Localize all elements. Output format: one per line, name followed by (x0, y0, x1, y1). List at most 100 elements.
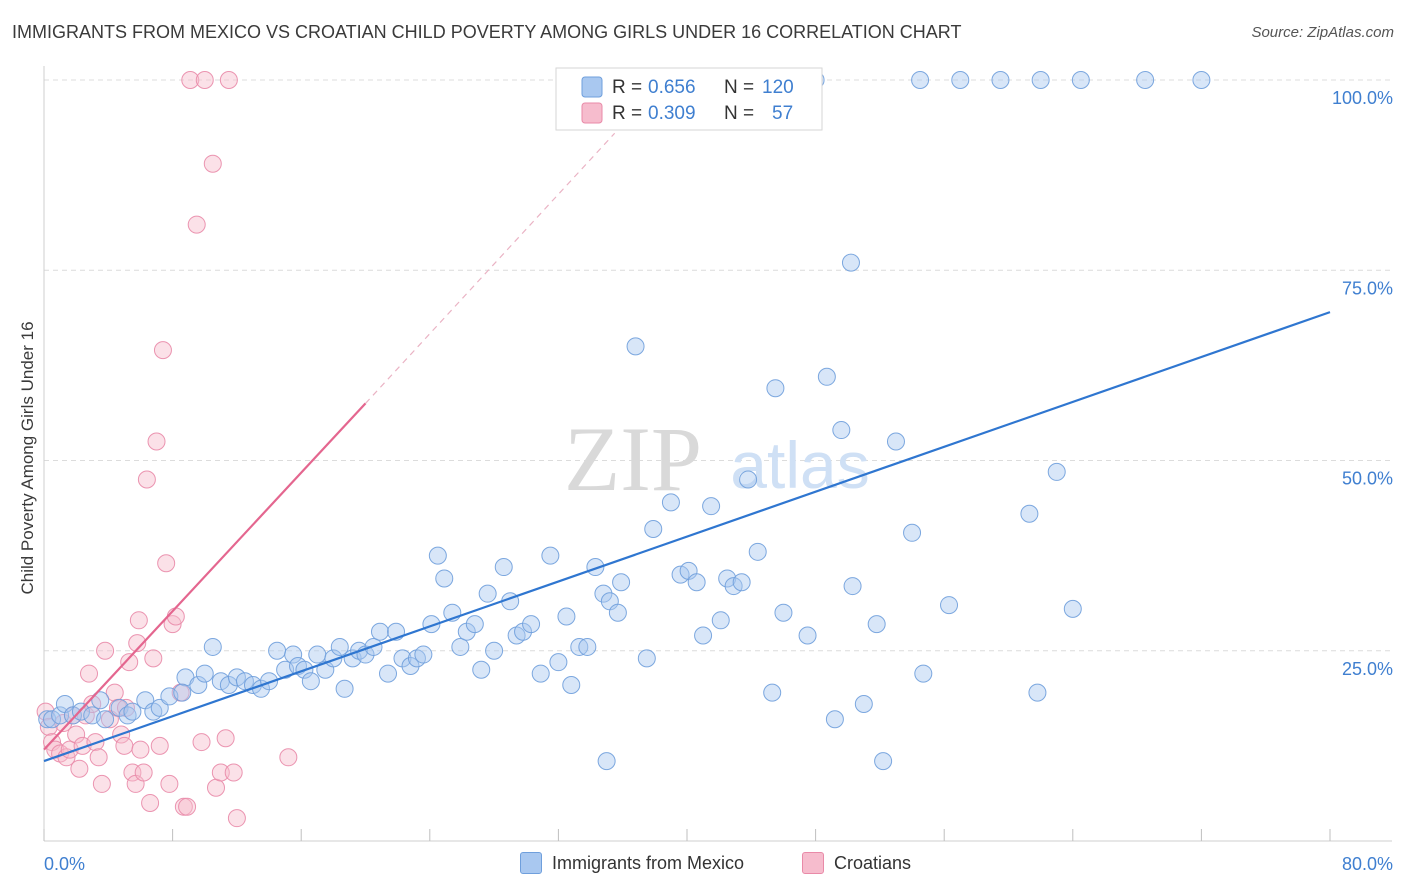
croatians-trend-extension (365, 132, 616, 404)
mexico-trend-line (43, 311, 1331, 763)
legend-n-value-pink: 57 (772, 103, 793, 124)
croatians-point (195, 71, 214, 89)
mexico-point (874, 752, 893, 771)
mexico-point (308, 645, 327, 664)
croatians-point (115, 736, 134, 755)
mexico-point (991, 71, 1010, 89)
mexico-point (1071, 71, 1090, 89)
mexico-point (644, 519, 663, 538)
mexico-point (1020, 504, 1039, 523)
croatians-point (207, 778, 226, 797)
mexico-point (748, 542, 767, 561)
mexico-point (549, 653, 568, 672)
legend-n-label-blue: N = (724, 77, 754, 98)
mexico-point (301, 672, 320, 691)
legend-swatch-blue (581, 76, 603, 98)
mexico-point (586, 558, 605, 577)
mexico-point (718, 569, 737, 588)
watermark: ZIP atlas (564, 408, 870, 510)
mexico-point (195, 664, 214, 683)
mexico-point (494, 558, 513, 577)
x-tick-label: 80.0% (1342, 854, 1393, 874)
mexico-point (203, 637, 222, 656)
legend-r-value-pink: 0.309 (648, 103, 696, 124)
croatians-point (141, 793, 160, 812)
legend-swatch-mexico (520, 852, 542, 874)
mexico-point (903, 523, 922, 542)
mexico-point (694, 626, 713, 645)
legend-swatch-pink (581, 102, 603, 124)
croatians-trend-line (43, 402, 367, 751)
croatians-point (150, 736, 169, 755)
mexico-point (1028, 683, 1047, 702)
legend-r-label-blue: R = (612, 77, 642, 98)
mexico-point (414, 645, 433, 664)
legend-n-value-blue: 120 (762, 77, 794, 98)
croatians-point (129, 611, 148, 630)
legend-label-croatians: Croatians (834, 852, 912, 873)
legend-label-mexico: Immigrants from Mexico (552, 852, 745, 873)
mexico-point (597, 752, 616, 771)
croatians-point (160, 774, 179, 793)
mexico-point (763, 683, 782, 702)
mexico-point (123, 702, 142, 721)
mexico-point (832, 421, 851, 440)
mexico-point (774, 603, 793, 622)
legend-item-croatians: Croatians (802, 852, 911, 874)
croatians-point (36, 702, 55, 721)
mexico-point (96, 710, 115, 729)
croatians-point (279, 748, 298, 767)
mexico-point (428, 546, 447, 565)
croatians-point (227, 809, 246, 828)
croatians-point (137, 470, 156, 489)
watermark-zip: ZIP (564, 408, 702, 510)
y-tick-label: 25.0% (1342, 659, 1393, 679)
legend-n-label-pink: N = (724, 103, 754, 124)
mexico-point (711, 611, 730, 630)
mexico-point (91, 691, 110, 710)
croatians-point (153, 341, 172, 360)
x-tick-label: 0.0% (44, 854, 85, 874)
legend-r-label-pink: R = (612, 103, 642, 124)
legend-bottom: Immigrants from Mexico Croatians (0, 852, 1406, 878)
mexico-point (435, 569, 454, 588)
mexico-point (268, 641, 287, 660)
croatians-point (211, 763, 230, 782)
mexico-point (687, 573, 706, 592)
chart-title: IMMIGRANTS FROM MEXICO VS CROATIAN CHILD… (12, 22, 962, 42)
croatians-point (144, 649, 163, 668)
mexico-point (557, 607, 576, 626)
mexico-point (702, 497, 721, 516)
mexico-point (661, 493, 680, 512)
mexico-point (1136, 71, 1155, 89)
mexico-point (766, 379, 785, 398)
mexico-point (578, 637, 597, 656)
mexico-point (541, 546, 560, 565)
mexico-point (472, 660, 491, 679)
mexico-point (825, 710, 844, 729)
mexico-point (1192, 71, 1211, 89)
legend-r-value-blue: 0.656 (648, 77, 696, 98)
croatians-point (219, 71, 238, 89)
trend-lines (43, 132, 1331, 763)
mexico-point (854, 695, 873, 714)
croatians-point (131, 740, 150, 759)
data-points (36, 71, 1211, 828)
mexico-point (189, 675, 208, 694)
gridlines (44, 79, 1392, 652)
legend-item-mexico: Immigrants from Mexico (520, 852, 744, 874)
mexico-point (951, 71, 970, 89)
tick-labels: 25.0% 50.0% 75.0% 100.0% 0.0% 80.0% (44, 88, 1393, 874)
mexico-point (370, 622, 389, 641)
croatians-point (181, 71, 200, 89)
axes (43, 66, 1392, 842)
mexico-point (522, 615, 541, 634)
mexico-point (911, 71, 930, 89)
croatians-point (92, 774, 111, 793)
mexico-point (841, 253, 860, 272)
mexico-point (843, 577, 862, 596)
mexico-point (451, 637, 470, 656)
mexico-point (626, 337, 645, 356)
watermark-atlas: atlas (730, 428, 869, 502)
